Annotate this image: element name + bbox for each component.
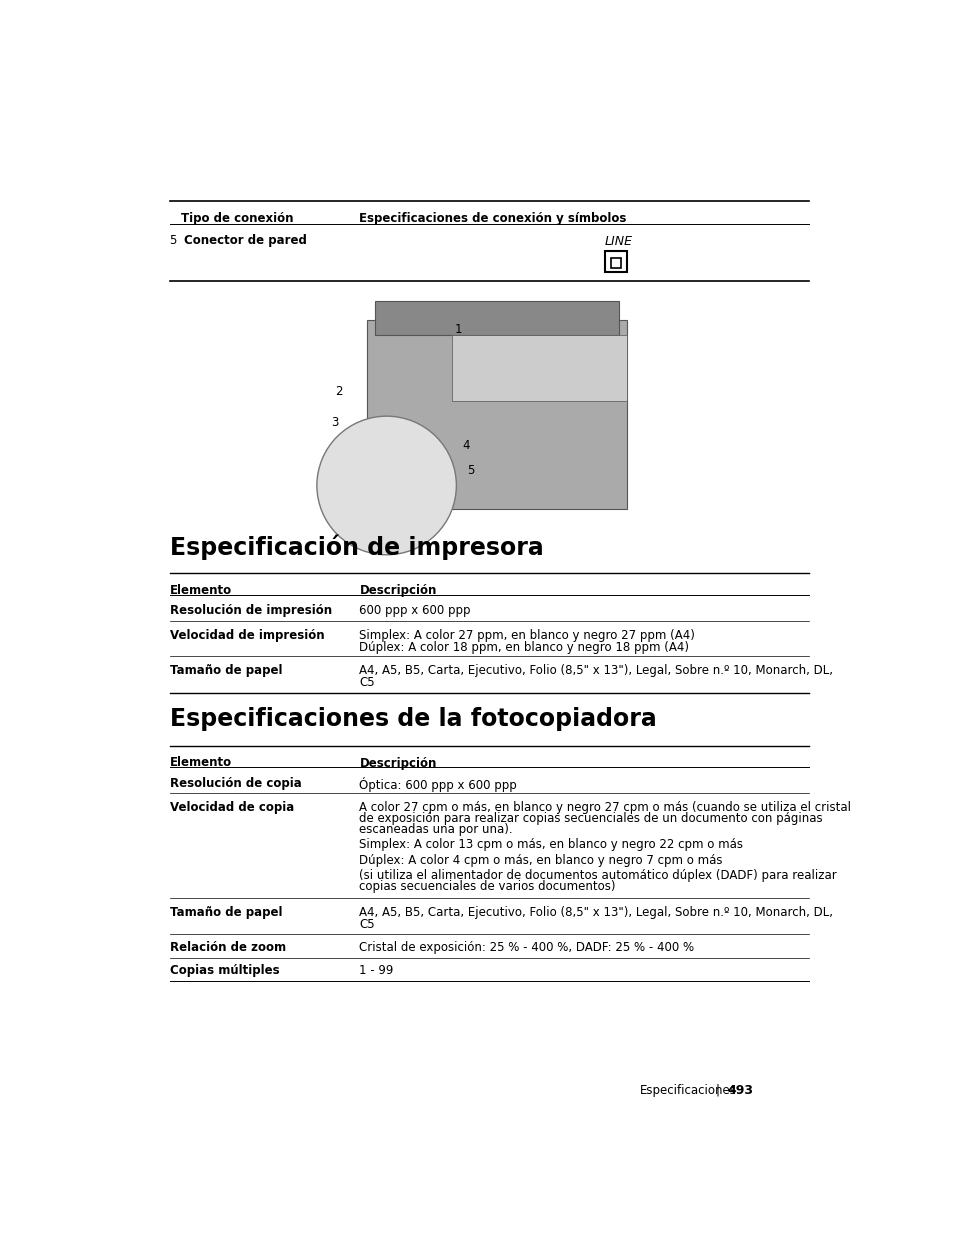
Text: 5: 5 bbox=[170, 233, 177, 247]
Bar bbox=[367, 320, 626, 509]
Text: Simplex: A color 13 cpm o más, en blanco y negro 22 cpm o más: Simplex: A color 13 cpm o más, en blanco… bbox=[359, 839, 742, 851]
Text: Elemento: Elemento bbox=[170, 757, 232, 769]
Text: 4: 4 bbox=[462, 438, 470, 452]
Text: Descripción: Descripción bbox=[359, 584, 436, 597]
Text: Resolución de copia: Resolución de copia bbox=[170, 777, 301, 789]
Text: 3: 3 bbox=[331, 416, 338, 429]
Text: A color 27 cpm o más, en blanco y negro 27 cpm o más (cuando se utiliza el crist: A color 27 cpm o más, en blanco y negro … bbox=[359, 802, 851, 814]
Text: Relación de zoom: Relación de zoom bbox=[170, 941, 286, 955]
Text: Copias múltiples: Copias múltiples bbox=[170, 965, 279, 977]
Text: Simplex: A color 27 ppm, en blanco y negro 27 ppm (A4): Simplex: A color 27 ppm, en blanco y neg… bbox=[359, 629, 695, 642]
Text: Óptica: 600 ppp x 600 ppp: Óptica: 600 ppp x 600 ppp bbox=[359, 777, 517, 792]
Text: |: | bbox=[716, 1084, 720, 1097]
Text: copias secuenciales de varios documentos): copias secuenciales de varios documentos… bbox=[359, 879, 616, 893]
Text: 1 - 99: 1 - 99 bbox=[359, 965, 394, 977]
Text: Cristal de exposición: 25 % - 400 %, DADF: 25 % - 400 %: Cristal de exposición: 25 % - 400 %, DAD… bbox=[359, 941, 694, 955]
Text: Dúplex: A color 18 ppm, en blanco y negro 18 ppm (A4): Dúplex: A color 18 ppm, en blanco y negr… bbox=[359, 641, 689, 655]
Text: Especificaciones: Especificaciones bbox=[639, 1084, 736, 1097]
Text: C5: C5 bbox=[359, 677, 375, 689]
Text: Tamaño de papel: Tamaño de papel bbox=[170, 906, 282, 919]
Bar bbox=[375, 300, 618, 336]
Text: Descripción: Descripción bbox=[359, 757, 436, 769]
Text: 493: 493 bbox=[727, 1084, 753, 1097]
Text: escaneadas una por una).: escaneadas una por una). bbox=[359, 823, 513, 836]
Bar bbox=[604, 251, 626, 272]
Bar bbox=[452, 336, 626, 401]
Text: Dúplex: A color 4 cpm o más, en blanco y negro 7 cpm o más: Dúplex: A color 4 cpm o más, en blanco y… bbox=[359, 853, 722, 867]
Circle shape bbox=[316, 416, 456, 555]
Text: 5: 5 bbox=[467, 463, 475, 477]
Text: Tipo de conexión: Tipo de conexión bbox=[181, 212, 294, 225]
Text: LINE: LINE bbox=[604, 235, 632, 248]
Bar bbox=[610, 258, 620, 268]
Text: C5: C5 bbox=[359, 918, 375, 931]
Text: A4, A5, B5, Carta, Ejecutivo, Folio (8,5" x 13"), Legal, Sobre n.º 10, Monarch, : A4, A5, B5, Carta, Ejecutivo, Folio (8,5… bbox=[359, 906, 833, 919]
Text: (si utiliza el alimentador de documentos automático dúplex (DADF) para realizar: (si utiliza el alimentador de documentos… bbox=[359, 869, 837, 882]
Text: Conector de pared: Conector de pared bbox=[183, 233, 306, 247]
Text: Tamaño de papel: Tamaño de papel bbox=[170, 664, 282, 677]
Text: A4, A5, B5, Carta, Ejecutivo, Folio (8,5" x 13"), Legal, Sobre n.º 10, Monarch, : A4, A5, B5, Carta, Ejecutivo, Folio (8,5… bbox=[359, 664, 833, 677]
Text: 1: 1 bbox=[455, 324, 462, 336]
Text: 2: 2 bbox=[335, 385, 343, 398]
Text: 600 ppp x 600 ppp: 600 ppp x 600 ppp bbox=[359, 604, 471, 618]
Text: Elemento: Elemento bbox=[170, 584, 232, 597]
Text: Velocidad de impresión: Velocidad de impresión bbox=[170, 629, 324, 642]
Text: Especificaciones de la fotocopiadora: Especificaciones de la fotocopiadora bbox=[170, 708, 656, 731]
Text: Especificación de impresora: Especificación de impresora bbox=[170, 535, 543, 561]
Text: de exposición para realizar copias secuenciales de un documento con páginas: de exposición para realizar copias secue… bbox=[359, 811, 822, 825]
Text: Resolución de impresión: Resolución de impresión bbox=[170, 604, 332, 618]
Text: Especificaciones de conexión y símbolos: Especificaciones de conexión y símbolos bbox=[359, 212, 626, 225]
Text: Velocidad de copia: Velocidad de copia bbox=[170, 802, 294, 814]
